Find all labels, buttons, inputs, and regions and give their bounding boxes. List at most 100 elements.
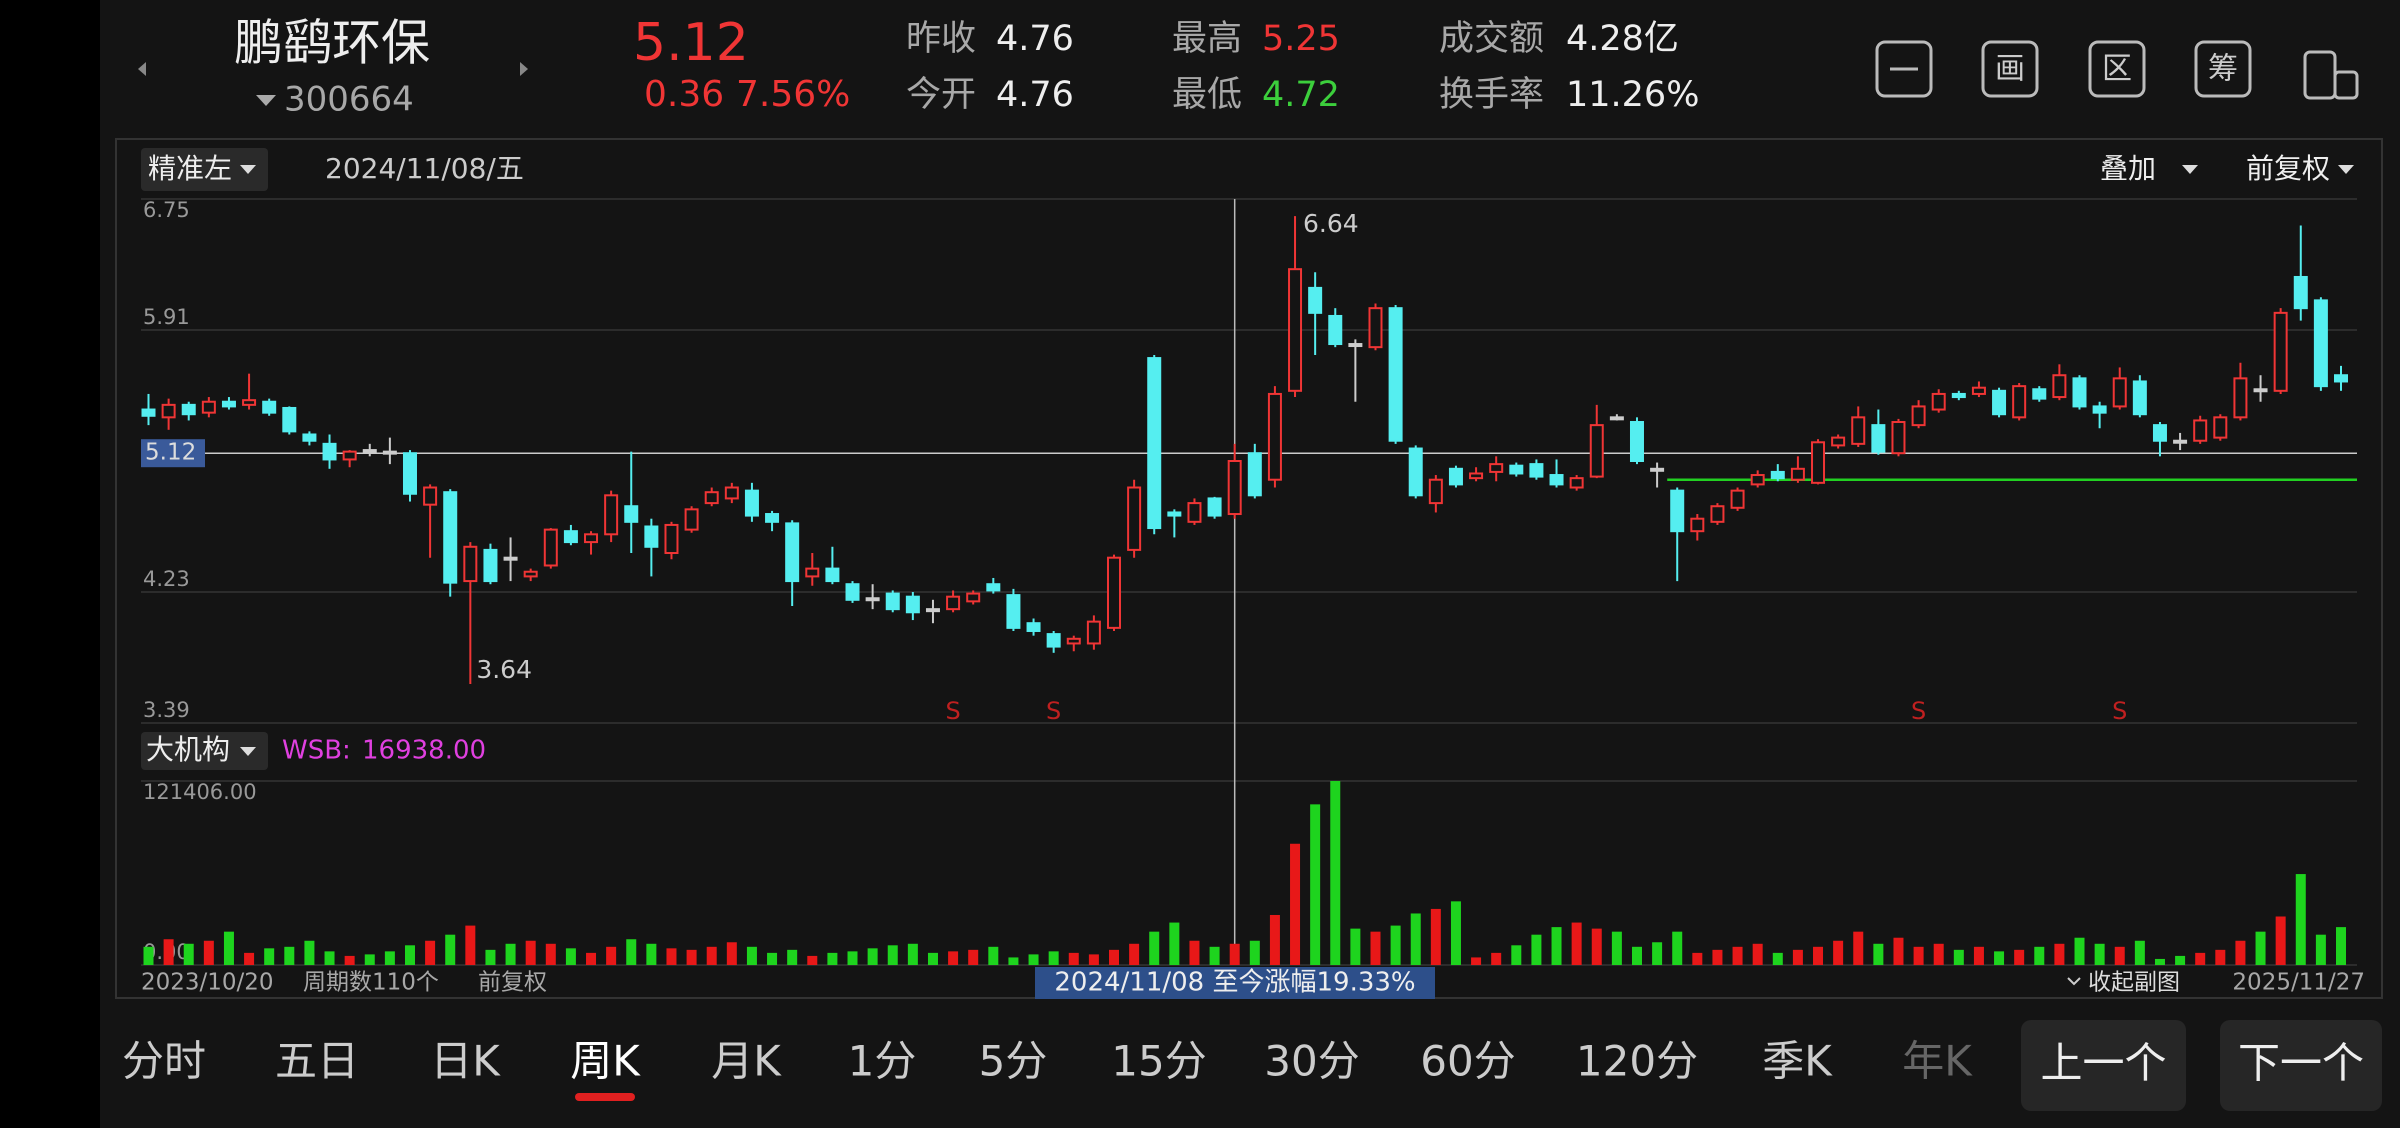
candle-body [423, 486, 438, 506]
volume-bar [304, 940, 315, 965]
stat-label: 换手率 [1439, 75, 1544, 115]
volume-tick-label: 121406.00 [143, 780, 257, 804]
nav-button[interactable] [2220, 1020, 2382, 1111]
volume-bar [1551, 927, 1562, 965]
candle-body [845, 583, 860, 601]
volume-bar [223, 931, 234, 965]
rotate-icon-part [2333, 70, 2359, 100]
candle-body [966, 592, 981, 603]
candle-body [604, 494, 619, 536]
volume-bar [465, 925, 476, 965]
tab[interactable]: 年K [1902, 1037, 1973, 1086]
volume-bar [2154, 958, 2165, 965]
icon-box[interactable] [2088, 40, 2146, 98]
tab[interactable]: 1分 [848, 1037, 917, 1086]
volume-bar [1330, 781, 1341, 965]
stat-label: 最低 [1172, 75, 1242, 115]
candle-body [785, 522, 800, 583]
stock-name: 鹏鹞环保 [234, 15, 430, 72]
tab[interactable]: 分时 [122, 1037, 206, 1086]
wsb-label: WSB: [282, 736, 351, 766]
volume-bar [404, 945, 415, 965]
icon-box[interactable] [2194, 40, 2252, 98]
candle-body [1107, 556, 1122, 629]
candle-body [2293, 275, 2308, 310]
candle-body [1147, 357, 1162, 530]
nav-button[interactable] [2021, 1020, 2186, 1111]
tab[interactable]: 五日 [275, 1037, 359, 1086]
tab[interactable]: 120分 [1576, 1037, 1698, 1086]
code-dropdown[interactable] [256, 95, 276, 106]
candle-body [1589, 424, 1604, 478]
candle-body [523, 570, 538, 578]
range-gain: 2024/11/08 至今涨幅19.33% [1054, 968, 1415, 998]
volume-bar [2336, 927, 2346, 965]
candle-body [2173, 439, 2188, 444]
volume-bar [565, 948, 576, 965]
candle-body [483, 548, 498, 583]
candle-body [885, 592, 900, 611]
tab[interactable]: 周K [570, 1037, 641, 1086]
stat-value: 4.76 [996, 75, 1074, 115]
candle-body [2072, 377, 2087, 408]
range-gain-tag [1035, 967, 1435, 999]
candle-body [1227, 460, 1242, 516]
tab[interactable]: 季K [1762, 1037, 1833, 1086]
change-pct: 7.56% [736, 74, 850, 115]
candle-body [1328, 314, 1343, 346]
candle-body [1650, 467, 1665, 472]
indicator-button[interactable] [141, 148, 268, 191]
volume-bar [1893, 937, 1904, 965]
icon-box[interactable] [1875, 40, 1933, 98]
candle-body [1368, 307, 1383, 349]
collapse[interactable]: 收起副图 [2088, 970, 2180, 996]
volume-bar [2315, 934, 2326, 965]
candle-body [1770, 470, 1785, 480]
overlay[interactable]: 叠加 [2100, 152, 2156, 185]
volume-bar [264, 948, 275, 965]
tab[interactable]: 5分 [979, 1037, 1048, 1086]
candle-body [2012, 385, 2027, 419]
candle-body [825, 567, 840, 583]
candle-body [322, 442, 337, 461]
prev-stock[interactable] [138, 62, 146, 76]
candle-body [181, 403, 196, 416]
candle-body [1509, 464, 1524, 475]
candle-body [2132, 380, 2147, 416]
volume-bar [1310, 804, 1321, 965]
volume-indicator-button[interactable] [141, 732, 268, 770]
adjust[interactable]: 前复权 [2246, 152, 2330, 185]
price: 5.12 [633, 13, 749, 73]
tab[interactable]: 日K [430, 1037, 501, 1086]
candle-body [986, 583, 1001, 592]
nav-button-label: 下一个 [2238, 1039, 2364, 1088]
volume-bar [2275, 916, 2286, 965]
tab[interactable]: 月K [711, 1037, 782, 1086]
candle-body [724, 486, 739, 500]
icon-box[interactable] [1981, 40, 2039, 98]
volume-bar [143, 946, 154, 965]
candle-body [402, 452, 417, 495]
volume-bar [2134, 940, 2145, 965]
volume-bar [1953, 949, 1964, 965]
tab[interactable]: 60分 [1420, 1037, 1515, 1086]
candle-body [1931, 392, 1946, 411]
dropdown-arrow [240, 165, 256, 174]
volume-bar [2235, 940, 2246, 965]
tab[interactable]: 30分 [1264, 1037, 1359, 1086]
tab[interactable]: 15分 [1111, 1037, 1206, 1086]
next-stock[interactable] [520, 62, 528, 76]
volume-bar [1571, 922, 1582, 965]
candle-body [221, 400, 236, 408]
volume-bar [1511, 945, 1522, 965]
candle-body [342, 450, 357, 461]
volume-bar [344, 955, 355, 965]
candle-body [141, 408, 156, 417]
volume-bar [1189, 940, 1200, 965]
volume-bar [2255, 931, 2266, 965]
candle-body [2092, 405, 2107, 414]
dropdown-arrow [240, 747, 256, 756]
volume-bar [606, 946, 617, 965]
volume-bar [767, 952, 778, 965]
